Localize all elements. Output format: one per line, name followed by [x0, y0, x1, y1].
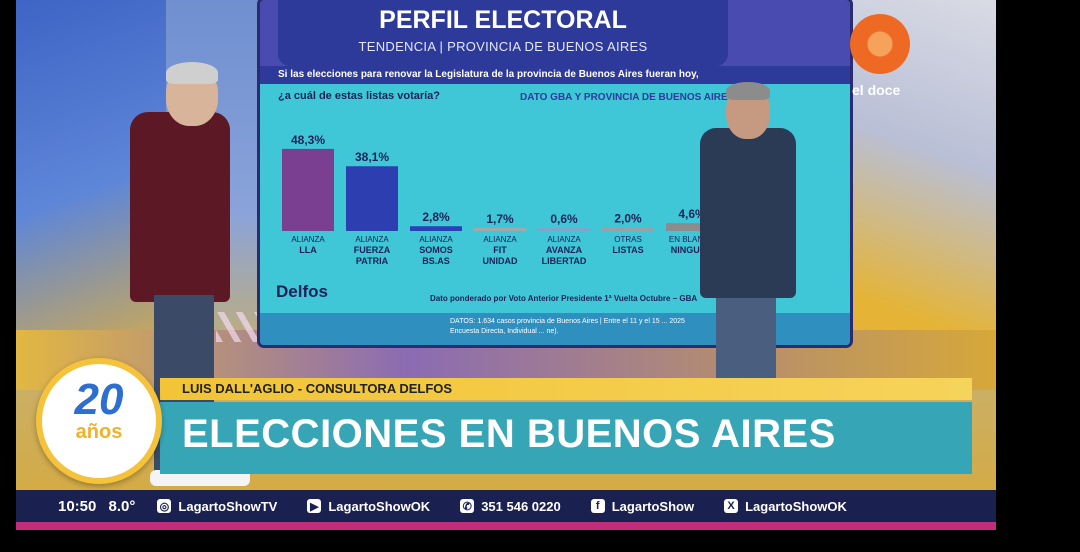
- bar-0: [282, 148, 334, 231]
- category-label: LLA: [299, 245, 317, 255]
- bar-1: [346, 166, 398, 231]
- poll-bar-chart: 48,3%ALIANZALLA38,1%ALIANZAFUERZAPATRIA2…: [282, 133, 718, 266]
- youtube-icon: ▶: [307, 499, 322, 513]
- poll-question-2: ¿a cuál de estas listas votaría?: [278, 90, 441, 102]
- bar-value-label: 2,0%: [614, 212, 642, 226]
- poll-scope: DATO GBA Y PROVINCIA DE BUENOS AIRES: [520, 92, 735, 103]
- ticker-time: 10:50: [58, 497, 97, 515]
- ticker-item: ◎ LagartoShowTV: [157, 499, 277, 514]
- ticker-item: f LagartoShow: [590, 498, 695, 514]
- anniversary-badge: 20 años: [36, 358, 162, 484]
- bar-value-label: 48,3%: [291, 133, 325, 147]
- ticker-item: X LagartoShowOK: [724, 499, 847, 514]
- ticker-item-text: LagartoShowOK: [745, 498, 847, 514]
- category-label: PATRIA: [356, 256, 389, 266]
- poll-datos-line-1: DATOS: 1.634 casos provincia de Buenos A…: [450, 318, 685, 325]
- bar-6: [666, 223, 718, 231]
- category-label: LISTAS: [612, 245, 643, 255]
- ticker-social-list: ◎ LagartoShowTV ▶ LagartoShowOK ✆ 351 546 022…: [157, 499, 877, 514]
- category-label: FIT: [493, 245, 507, 255]
- ticker-temperature: 8.0°: [108, 497, 136, 515]
- ticker-bar: 10:50 8.0° ◎ LagartoShowTV ▶ LagartoShowOK ✆…: [16, 490, 996, 522]
- bar-3: [474, 228, 526, 231]
- category-label: NINGUNO: [671, 245, 714, 255]
- bar-value-label: 4,6%: [678, 207, 706, 221]
- category-label: OTRAS: [614, 235, 642, 244]
- bar-value-label: 1,7%: [486, 212, 514, 226]
- bar-2: [410, 226, 462, 231]
- x-icon: X: [724, 499, 739, 513]
- ticker-item-text: LagartoShowOK: [328, 498, 431, 514]
- category-label: EN BLANCO: [669, 235, 715, 244]
- category-label: ALIANZA: [291, 235, 325, 244]
- ticker-clock: 10:50 8.0°: [16, 498, 157, 515]
- category-label: SOMOS: [419, 245, 453, 255]
- bar-4: [538, 228, 590, 231]
- bar-5: [602, 227, 654, 231]
- category-label: ALIANZA: [419, 235, 453, 244]
- screen-title-bar: PERFIL ELECTORAL TENDENCIA | PROVINCIA D…: [278, 0, 728, 66]
- bar-value-label: 2,8%: [422, 210, 450, 224]
- category-label: UNIDAD: [483, 256, 518, 266]
- ticker-item: ▶ LagartoShowOK: [307, 499, 430, 514]
- category-label: LIBERTAD: [542, 256, 587, 266]
- category-label: AVANZA: [546, 245, 583, 255]
- poll-datos-line-2: Encuesta Directa, Individual ... ne).: [450, 327, 559, 335]
- anniversary-word: años: [75, 421, 123, 443]
- category-label: ALIANZA: [547, 235, 581, 244]
- channel-logo-icon: [850, 14, 910, 74]
- poll-footnote: Dato ponderado por Voto Anterior Preside…: [430, 294, 698, 303]
- instagram-icon: ◎: [157, 499, 172, 513]
- screen-title: PERFIL ELECTORAL: [379, 6, 627, 34]
- category-label: FUERZA: [354, 245, 391, 255]
- ticker-accent-strip: [16, 522, 996, 530]
- presenter-right: [700, 0, 800, 390]
- ticker-item-text: LagartoShow: [611, 498, 695, 514]
- poll-question: Si las elecciones para renovar la Legisl…: [260, 66, 850, 84]
- ticker-item: ✆ 351 546 0220: [460, 499, 561, 514]
- category-label: ALIANZA: [355, 235, 389, 244]
- delfos-logo: Delfos: [276, 282, 328, 301]
- category-label: BS.AS: [422, 256, 450, 266]
- speaker-name-bar: LUIS DALL'AGLIO - CONSULTORA DELFOS: [160, 378, 972, 400]
- screen-subtitle: TENDENCIA | PROVINCIA DE BUENOS AIRES: [358, 39, 648, 54]
- anniversary-number: 20: [74, 375, 124, 424]
- bar-value-label: 0,6%: [550, 212, 578, 226]
- bar-value-label: 38,1%: [355, 150, 389, 164]
- facebook-icon: f: [590, 499, 605, 513]
- channel-name: el doce: [852, 82, 901, 98]
- ticker-item-text: 351 546 0220: [481, 498, 561, 514]
- whatsapp-icon: ✆: [460, 499, 475, 513]
- category-label: ALIANZA: [483, 235, 517, 244]
- ticker-item-text: LagartoShowTV: [178, 498, 278, 514]
- headline: ELECCIONES EN BUENOS AIRES: [160, 402, 972, 474]
